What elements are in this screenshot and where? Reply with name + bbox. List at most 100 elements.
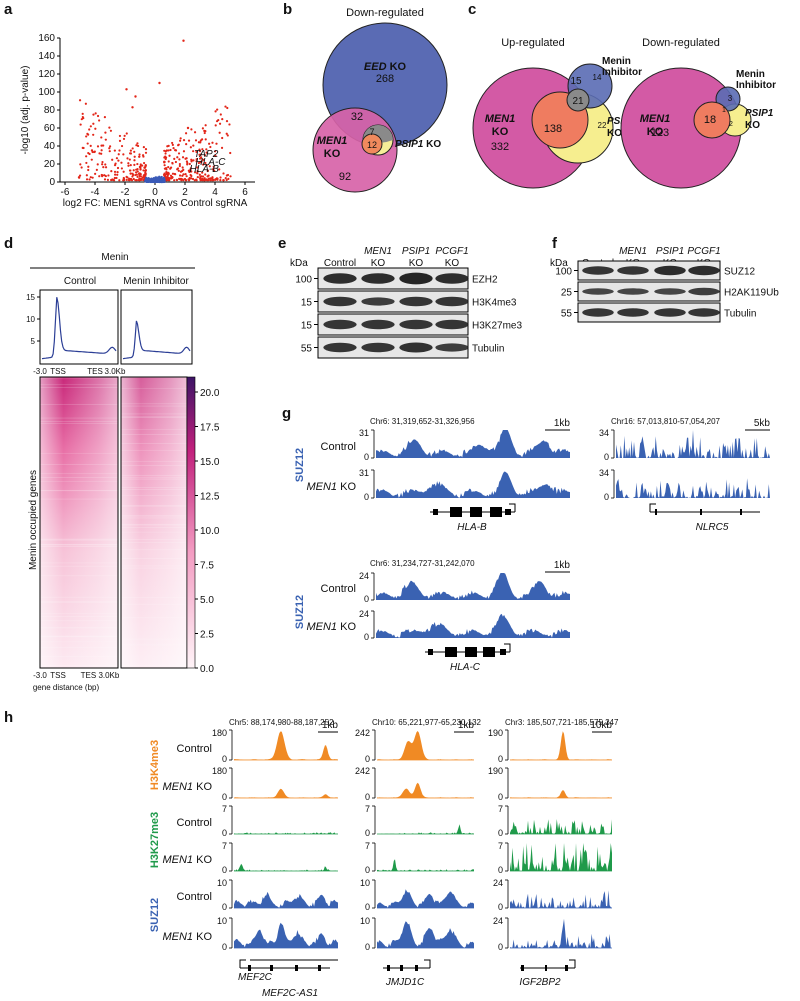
point bbox=[134, 179, 137, 182]
point bbox=[164, 157, 167, 161]
track-min: 0 bbox=[365, 792, 370, 802]
signal-track bbox=[616, 430, 770, 458]
scale-bar: 1kb bbox=[322, 720, 339, 731]
point bbox=[78, 174, 82, 177]
axis-title: -log10 (adj. p-value) bbox=[20, 66, 31, 155]
point bbox=[219, 113, 222, 116]
label-part: EED bbox=[364, 61, 387, 73]
label: 100 bbox=[295, 275, 312, 286]
point bbox=[89, 144, 92, 147]
point bbox=[136, 162, 139, 166]
point bbox=[190, 177, 193, 180]
label: TES 3.0Kb bbox=[81, 671, 120, 680]
blot-band bbox=[323, 319, 357, 330]
point bbox=[224, 105, 227, 108]
point bbox=[205, 164, 208, 167]
panel-label: d bbox=[4, 235, 13, 252]
label: Menin bbox=[101, 252, 128, 263]
point bbox=[131, 147, 134, 150]
point bbox=[122, 179, 126, 182]
exon bbox=[295, 965, 298, 971]
colorbar-tick-label: 15.0 bbox=[200, 457, 220, 468]
label: 15 bbox=[570, 76, 582, 87]
y-tick-label: 60 bbox=[44, 123, 56, 134]
point bbox=[196, 176, 199, 179]
label: HLA-C bbox=[450, 662, 481, 673]
track-max: 34 bbox=[599, 428, 609, 438]
point bbox=[178, 162, 181, 166]
track-max: 190 bbox=[488, 728, 503, 738]
point bbox=[181, 156, 185, 159]
track-max: 10 bbox=[217, 916, 227, 926]
point bbox=[195, 150, 198, 153]
point bbox=[181, 178, 184, 181]
point bbox=[213, 169, 216, 172]
blot-band bbox=[617, 308, 649, 317]
point bbox=[195, 160, 198, 163]
point bbox=[103, 178, 107, 181]
point bbox=[87, 133, 90, 136]
point bbox=[195, 179, 198, 182]
point bbox=[202, 163, 205, 166]
point bbox=[190, 160, 193, 163]
point bbox=[205, 151, 208, 154]
label: Down-regulated bbox=[346, 7, 424, 19]
point bbox=[211, 177, 214, 180]
point bbox=[198, 157, 202, 160]
point bbox=[163, 161, 166, 164]
label: SUZ12 bbox=[149, 898, 161, 932]
label-part: MEN1 bbox=[306, 481, 337, 493]
point bbox=[133, 150, 136, 153]
point bbox=[200, 138, 204, 141]
point bbox=[94, 127, 97, 130]
point bbox=[225, 178, 228, 182]
exon bbox=[400, 965, 403, 971]
point bbox=[188, 162, 191, 166]
set-circle bbox=[693, 101, 731, 139]
point bbox=[82, 117, 85, 120]
point bbox=[134, 173, 137, 177]
signal-track bbox=[377, 824, 474, 834]
point bbox=[90, 158, 93, 161]
point bbox=[92, 133, 95, 136]
signal-track bbox=[510, 819, 612, 834]
point bbox=[214, 110, 217, 113]
track-min: 0 bbox=[222, 942, 227, 952]
point bbox=[218, 122, 222, 125]
x-tick-label: -4 bbox=[91, 187, 100, 198]
point bbox=[169, 148, 172, 152]
track-min: 0 bbox=[364, 594, 369, 604]
point bbox=[138, 155, 141, 158]
point bbox=[89, 125, 92, 128]
point bbox=[129, 149, 132, 152]
point bbox=[144, 172, 147, 175]
label: Chr3: 185,507,721-185,575,247 bbox=[505, 718, 619, 727]
track-max: 10 bbox=[217, 878, 227, 888]
scale-bar: 5kb bbox=[754, 418, 771, 429]
signal-track bbox=[377, 889, 474, 908]
point bbox=[190, 158, 193, 161]
point bbox=[211, 168, 215, 171]
point bbox=[78, 99, 82, 102]
label-part: KO bbox=[423, 139, 441, 150]
point bbox=[139, 165, 142, 168]
point bbox=[194, 139, 198, 142]
point bbox=[123, 134, 126, 137]
track-min: 0 bbox=[365, 942, 370, 952]
point bbox=[96, 114, 100, 118]
point bbox=[184, 173, 187, 176]
point bbox=[129, 172, 132, 175]
blot-band bbox=[582, 288, 614, 295]
point bbox=[168, 154, 171, 157]
label: 18 bbox=[704, 114, 716, 126]
blot-band bbox=[654, 288, 686, 295]
point bbox=[79, 123, 82, 126]
scale-bar: 10kb bbox=[590, 720, 612, 731]
label: KO bbox=[324, 148, 341, 160]
point bbox=[108, 126, 111, 129]
track-max: 31 bbox=[359, 468, 369, 478]
track-min: 0 bbox=[498, 942, 503, 952]
point bbox=[163, 164, 166, 167]
scale-bar: 1kb bbox=[458, 720, 475, 731]
